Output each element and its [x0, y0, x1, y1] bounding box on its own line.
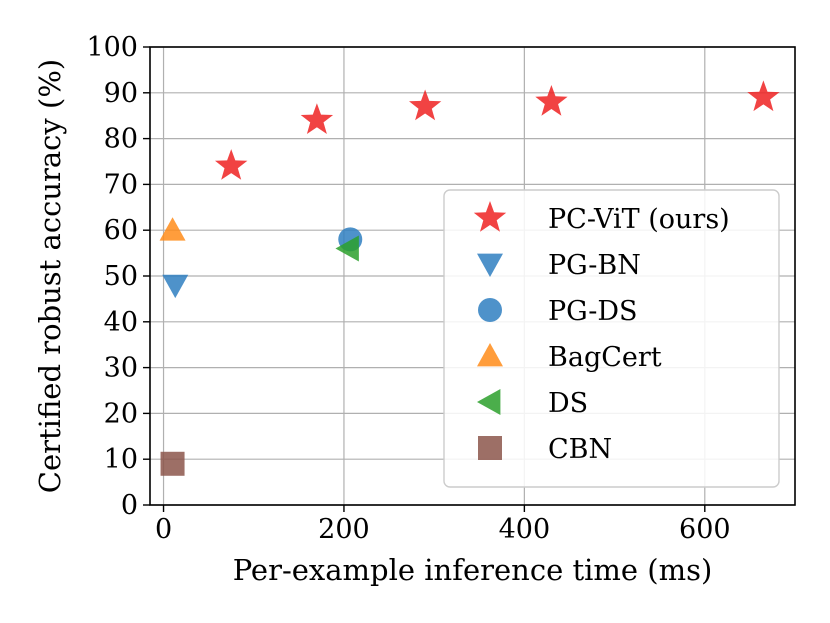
y-tick-label: 70	[104, 169, 138, 200]
y-tick-label: 30	[104, 353, 138, 384]
legend-label: PG-DS	[548, 296, 638, 327]
legend-label: PC-ViT (ours)	[548, 204, 730, 235]
y-tick-label: 40	[104, 307, 138, 338]
x-tick-label: 0	[155, 514, 172, 545]
y-tick-label: 60	[104, 215, 138, 246]
legend-marker-icon	[473, 201, 507, 232]
legend-marker-icon	[478, 298, 502, 322]
point-pc-vit-ours	[300, 103, 334, 134]
legend-marker-icon	[477, 343, 503, 367]
legend-marker-icon	[477, 253, 503, 277]
point-ds	[335, 235, 359, 262]
point-pc-vit-ours	[215, 149, 248, 180]
x-axis-title: Per-example inference time (ms)	[233, 553, 713, 587]
y-tick-label: 100	[86, 32, 138, 63]
y-tick-label: 90	[104, 78, 138, 109]
point-pg-bn	[162, 274, 189, 299]
y-axis-title: Certified robust accuracy (%)	[33, 59, 67, 493]
point-pc-vit-ours	[535, 85, 568, 116]
legend-label: DS	[548, 388, 588, 419]
legend-marker-icon	[477, 389, 501, 415]
point-pc-vit-ours	[409, 89, 442, 121]
point-pc-vit-ours	[747, 80, 780, 112]
point-cbn	[160, 451, 185, 476]
x-tick-label: 600	[679, 514, 731, 545]
legend-label: PG-BN	[548, 250, 641, 281]
y-tick-label: 20	[104, 398, 138, 429]
data-marks	[159, 80, 780, 476]
legend-marker-icon	[478, 436, 502, 460]
legend-label: CBN	[548, 434, 612, 465]
x-tick-label: 400	[499, 514, 551, 545]
point-bagcert	[159, 217, 186, 241]
x-tick-label: 200	[318, 514, 370, 545]
legend: PC-ViT (ours) PG-BN PG-DS BagCert DS CBN	[443, 189, 780, 488]
y-tick-label: 50	[104, 261, 138, 292]
axis-ticks: 0 200 400 600 0 10 20 30 40 50 60 70 80 90 100	[86, 32, 730, 545]
y-tick-label: 80	[104, 124, 138, 155]
y-tick-label: 0	[121, 490, 138, 521]
legend-box	[443, 189, 780, 488]
y-tick-label: 10	[104, 444, 138, 475]
legend-label: BagCert	[548, 342, 662, 373]
